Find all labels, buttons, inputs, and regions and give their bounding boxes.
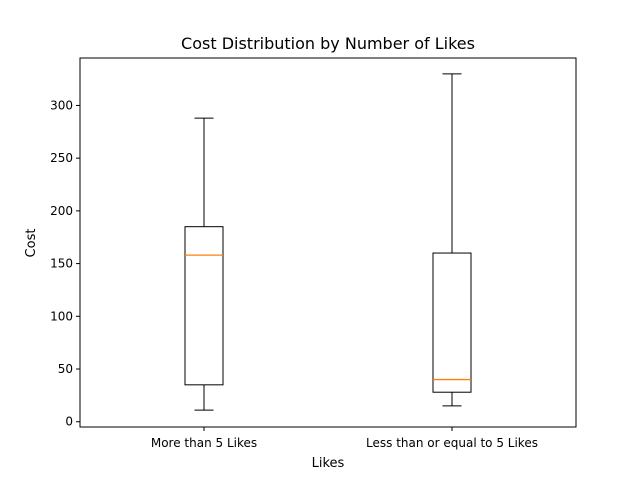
y-tick-label: 100: [50, 309, 73, 323]
y-tick-label: 250: [50, 151, 73, 165]
iqr-box: [432, 252, 472, 393]
y-axis-label: Cost: [24, 229, 39, 258]
x-tick-label: More than 5 Likes: [151, 436, 257, 450]
iqr-box: [184, 226, 224, 386]
y-tick-label: 0: [65, 415, 73, 429]
chart-title: Cost Distribution by Number of Likes: [181, 34, 475, 53]
plot-area: 0 50 100 150 200 250 300 More than 5 Likes Less …: [50, 57, 577, 450]
y-tick-label: 50: [58, 362, 73, 376]
x-axis-label: Likes: [312, 456, 345, 471]
x-tick-label: Less than or equal to 5 Likes: [366, 436, 538, 450]
y-tick-label: 150: [50, 257, 73, 271]
y-tick-label: 200: [50, 204, 73, 218]
plot-frame: [79, 57, 577, 428]
y-tick-label: 300: [50, 98, 73, 112]
